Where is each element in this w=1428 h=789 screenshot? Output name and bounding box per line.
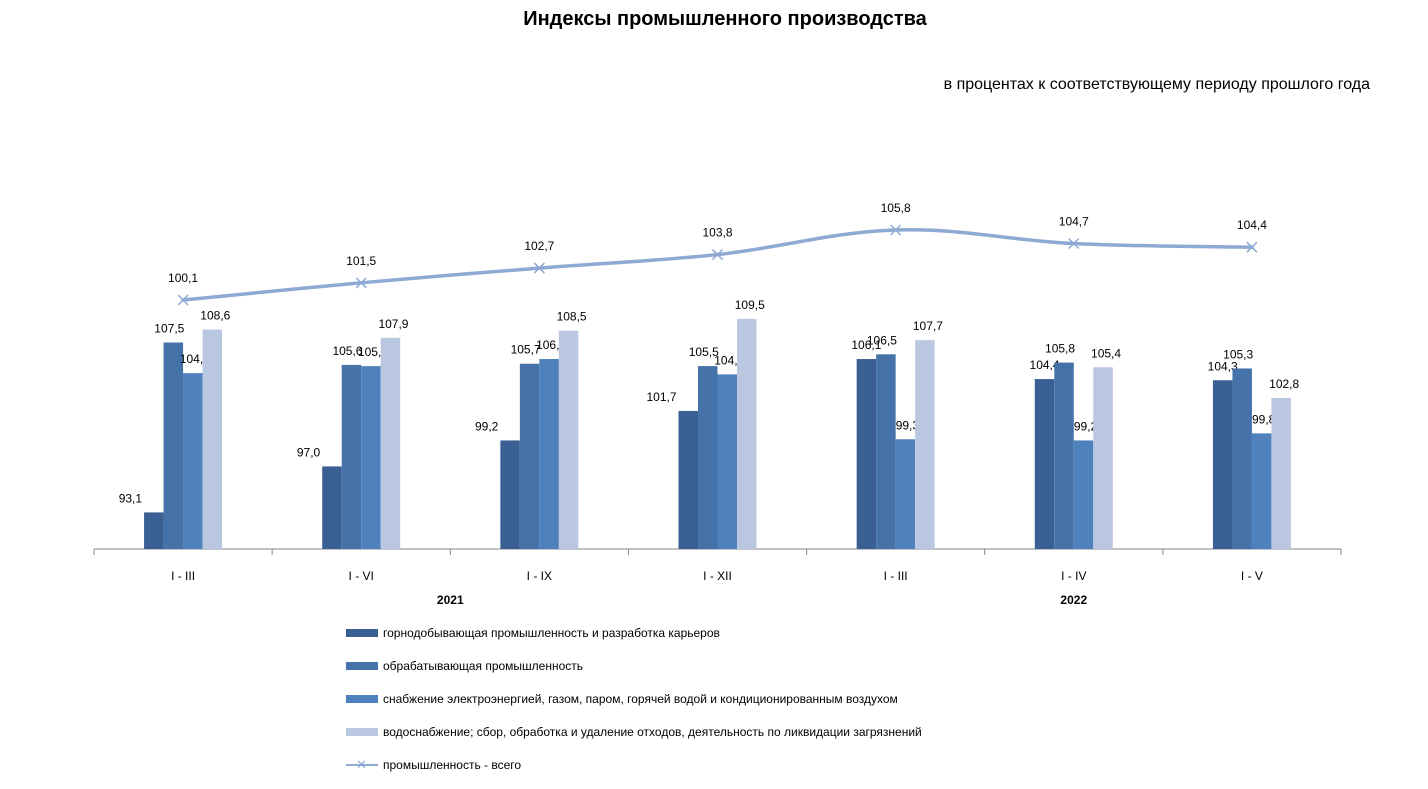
line-point-marker <box>177 294 189 306</box>
bar <box>1232 368 1252 549</box>
bar <box>202 329 223 549</box>
legend-swatch-water <box>346 728 378 736</box>
bar-data-label: 104,4 <box>1030 358 1060 372</box>
line-point-marker <box>355 277 367 289</box>
bar-data-label: 104,3 <box>1208 359 1238 373</box>
bar <box>163 342 184 549</box>
x-tick-label: I - XII <box>703 569 732 583</box>
bar-data-label: 99,8 <box>1252 412 1276 426</box>
line-data-label: 104,7 <box>1059 215 1089 229</box>
total-line <box>181 228 1254 302</box>
bar <box>361 366 381 549</box>
bar <box>558 330 579 549</box>
bar <box>1054 362 1074 549</box>
year-group-label: 2021 <box>437 593 464 607</box>
line-data-label: 100,1 <box>168 271 198 285</box>
bar <box>678 410 698 549</box>
legend-label-total: промышленность - всего <box>383 758 522 772</box>
line-data-label: 105,8 <box>881 201 911 215</box>
line-point-marker <box>711 249 724 261</box>
chart-subtitle: в процентах к соответствующему периоду п… <box>943 76 1370 93</box>
line-point-marker <box>533 262 545 274</box>
bar-data-label: 105,3 <box>1223 347 1253 361</box>
bar <box>698 366 718 549</box>
bar <box>717 374 737 549</box>
bar-data-label: 106,5 <box>867 333 897 347</box>
legend-swatch-energy <box>346 695 378 703</box>
chart-title: Индексы промышленного производства <box>523 8 927 30</box>
bar-data-label: 105,4 <box>1091 346 1121 360</box>
legend-line-total <box>346 764 378 766</box>
legend-label-water: водоснабжение; сбор, обработка и удалени… <box>383 725 922 739</box>
bar-data-label: 108,5 <box>557 310 587 324</box>
bar-data-label: 109,5 <box>735 298 765 312</box>
x-tick-label: I - IV <box>1061 569 1086 583</box>
legend-swatch-manufacturing <box>346 662 378 670</box>
bar <box>856 359 877 549</box>
bar-data-label: 99,2 <box>1074 419 1098 433</box>
legend-swatch-mining <box>346 629 378 637</box>
bar-data-label: 107,9 <box>378 317 408 331</box>
bar-data-label: 102,8 <box>1269 377 1299 391</box>
line-point-marker <box>1068 237 1080 250</box>
bar <box>737 318 757 549</box>
x-tick-label: I - IX <box>527 569 552 583</box>
bar-data-label: 107,7 <box>913 319 943 333</box>
bar-data-label: 99,2 <box>475 419 499 433</box>
bar <box>1034 379 1055 549</box>
bar-data-label: 108,6 <box>200 309 230 323</box>
bar-data-label: 105,8 <box>1045 342 1075 356</box>
bar <box>1271 397 1291 549</box>
x-tick-label: I - VI <box>349 569 374 583</box>
bar <box>183 373 203 549</box>
bar <box>895 439 916 549</box>
line-data-label: 104,4 <box>1237 218 1267 232</box>
line-point-marker <box>890 224 902 236</box>
bar <box>876 354 896 549</box>
bar <box>144 512 164 549</box>
legend-label-mining: горнодобывающая промышленность и разрабо… <box>383 626 720 640</box>
bar <box>1212 380 1233 549</box>
bar-data-label: 101,7 <box>646 390 676 404</box>
bar-data-label: 107,5 <box>154 322 184 336</box>
line-data-label: 103,8 <box>702 226 732 240</box>
legend-cross-icon: ✕ <box>356 757 367 772</box>
bar <box>915 340 935 549</box>
bar-data-label: 105,5 <box>689 345 719 359</box>
bar <box>500 440 520 549</box>
legend-label-energy: снабжение электроэнергией, газом, паром,… <box>383 692 898 706</box>
bar <box>1093 367 1113 549</box>
line-point-marker <box>1246 241 1258 253</box>
line-data-label: 101,5 <box>346 254 376 268</box>
bar-data-label: 99,3 <box>896 418 920 432</box>
bar <box>1073 440 1094 549</box>
bar-data-label: 97,0 <box>297 445 321 459</box>
bar <box>539 359 559 549</box>
bar-data-label: 106,1 <box>851 338 881 352</box>
bar-data-label: 105,7 <box>511 343 541 357</box>
bar <box>322 466 342 549</box>
legend-label-manufacturing: обрабатывающая промышленность <box>383 659 584 673</box>
line-data-label: 102,7 <box>524 239 554 253</box>
x-tick-label: I - III <box>884 569 908 583</box>
bar <box>519 363 540 549</box>
bar <box>341 364 362 549</box>
x-tick-label: I - V <box>1241 569 1263 583</box>
bar <box>1251 433 1272 549</box>
year-group-label: 2022 <box>1060 593 1087 607</box>
bar <box>380 337 401 549</box>
bar-data-label: 93,1 <box>119 491 143 505</box>
x-tick-label: I - III <box>171 569 195 583</box>
bar-data-label: 105,6 <box>332 344 362 358</box>
